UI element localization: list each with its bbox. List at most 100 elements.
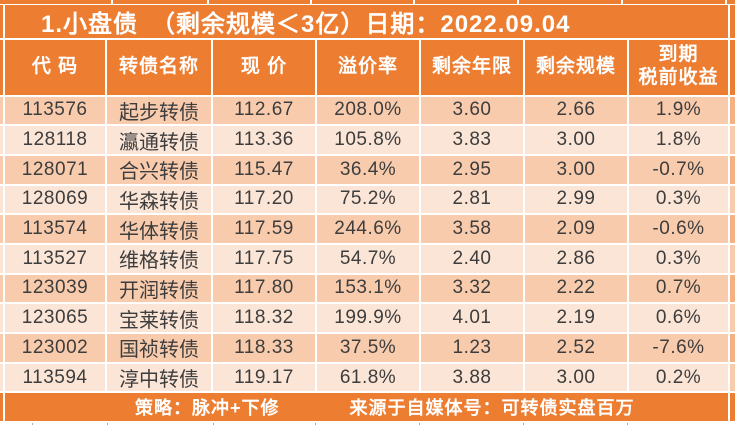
- cell-years: 3.83: [421, 126, 523, 154]
- cell-price: 113.36: [213, 126, 315, 154]
- cell-premium: 36.4%: [317, 155, 419, 184]
- cell-size: 2.19: [525, 304, 627, 332]
- grid-line: [621, 0, 623, 4]
- sliver-segment: [729, 304, 735, 332]
- cell-price: 117.20: [213, 185, 315, 214]
- cropped-row-above: [0, 0, 735, 4]
- sliver-segment: [729, 244, 735, 273]
- grid-line: [107, 422, 108, 425]
- cell-years: 3.88: [421, 363, 523, 392]
- sliver-segment: [0, 304, 3, 332]
- cell-size: 2.09: [525, 215, 627, 243]
- cell-code: 113527: [5, 244, 105, 273]
- grid-line: [310, 0, 312, 4]
- column-header-yield: 到期 税前收益: [629, 39, 728, 95]
- sliver-segment: [0, 126, 3, 154]
- cell-yield: -7.6%: [629, 334, 728, 362]
- table-title: 1.小盘债 （剩余规模＜3亿）日期：2022.09.04: [41, 10, 571, 38]
- sliver-segment: [0, 155, 3, 184]
- cell-code: 128071: [5, 155, 105, 184]
- cell-years: 3.58: [421, 215, 523, 243]
- cell-size: 2.22: [525, 274, 627, 303]
- cell-price: 117.80: [213, 274, 315, 303]
- sliver-segment: [729, 4, 735, 38]
- sliver-segment: [0, 4, 3, 38]
- cell-yield: 0.2%: [629, 363, 728, 392]
- cell-premium: 208.0%: [317, 96, 419, 125]
- cell-years: 2.81: [421, 185, 523, 214]
- cell-premium: 75.2%: [317, 185, 419, 214]
- cell-name: 开润转债: [107, 274, 211, 303]
- cell-years: 3.32: [421, 274, 523, 303]
- cropped-column-right: [729, 4, 735, 422]
- cropped-column-left: [0, 4, 3, 422]
- sliver-segment: [729, 39, 735, 95]
- column-header-name: 转债名称: [107, 39, 211, 95]
- sliver-segment: [0, 215, 3, 243]
- cell-yield: 0.7%: [629, 274, 728, 303]
- cell-yield: 0.3%: [629, 244, 728, 273]
- column-header-price: 现 价: [213, 39, 315, 95]
- grid-line: [627, 422, 628, 425]
- sliver-segment: [0, 393, 3, 422]
- column-header-code: 代 码: [5, 39, 105, 95]
- cell-premium: 153.1%: [317, 274, 419, 303]
- cell-code: 123039: [5, 274, 105, 303]
- cell-premium: 105.8%: [317, 126, 419, 154]
- cell-years: 3.60: [421, 96, 523, 125]
- cell-name: 宝莱转债: [107, 304, 211, 332]
- cropped-row-below: [0, 422, 735, 425]
- footer-bar: 策略：脉冲+下修 来源于自媒体号：可转债实盘百万: [5, 393, 728, 421]
- cell-yield: 1.9%: [629, 96, 728, 125]
- column-header-premium: 溢价率: [317, 39, 419, 95]
- cell-name: 合兴转债: [107, 155, 211, 184]
- grid-line: [725, 0, 727, 4]
- cell-yield: 0.6%: [629, 304, 728, 332]
- cell-name: 淳中转债: [107, 363, 211, 392]
- cell-code: 113576: [5, 96, 105, 125]
- cell-size: 2.86: [525, 244, 627, 273]
- grid-line: [213, 422, 214, 425]
- cell-price: 118.32: [213, 304, 315, 332]
- grid-line: [315, 422, 316, 425]
- cell-code: 123065: [5, 304, 105, 332]
- grid-line: [517, 0, 519, 4]
- cell-price: 118.33: [213, 334, 315, 362]
- grid-line: [111, 0, 113, 4]
- column-header-size: 剩余规模: [525, 39, 627, 95]
- sliver-segment: [0, 363, 3, 392]
- sliver-segment: [729, 96, 735, 125]
- cell-name: 国祯转债: [107, 334, 211, 362]
- sliver-segment: [0, 274, 3, 303]
- cell-code: 123002: [5, 334, 105, 362]
- cell-name: 维格转债: [107, 244, 211, 273]
- sliver-segment: [729, 334, 735, 362]
- strategy-label: 策略：脉冲+下修: [135, 398, 280, 418]
- cell-yield: 0.3%: [629, 185, 728, 214]
- sliver-segment: [729, 274, 735, 303]
- cell-size: 2.52: [525, 334, 627, 362]
- cell-code: 128118: [5, 126, 105, 154]
- cell-premium: 244.6%: [317, 215, 419, 243]
- cell-code: 113574: [5, 215, 105, 243]
- grid-line: [207, 0, 209, 4]
- cell-code: 128069: [5, 185, 105, 214]
- sliver-segment: [0, 185, 3, 214]
- cell-years: 2.40: [421, 244, 523, 273]
- cell-yield: 1.8%: [629, 126, 728, 154]
- grid-line: [32, 422, 33, 425]
- sliver-segment: [729, 126, 735, 154]
- table-title-bar: 1.小盘债 （剩余规模＜3亿）日期：2022.09.04: [5, 4, 728, 38]
- sliver-segment: [729, 185, 735, 214]
- cell-size: 2.99: [525, 185, 627, 214]
- cell-size: 3.00: [525, 363, 627, 392]
- cell-yield: -0.7%: [629, 155, 728, 184]
- cell-price: 117.59: [213, 215, 315, 243]
- sliver-segment: [0, 39, 3, 95]
- cell-years: 1.23: [421, 334, 523, 362]
- cell-years: 2.95: [421, 155, 523, 184]
- cell-price: 112.67: [213, 96, 315, 125]
- cell-size: 3.00: [525, 126, 627, 154]
- cell-name: 瀛通转债: [107, 126, 211, 154]
- cell-premium: 199.9%: [317, 304, 419, 332]
